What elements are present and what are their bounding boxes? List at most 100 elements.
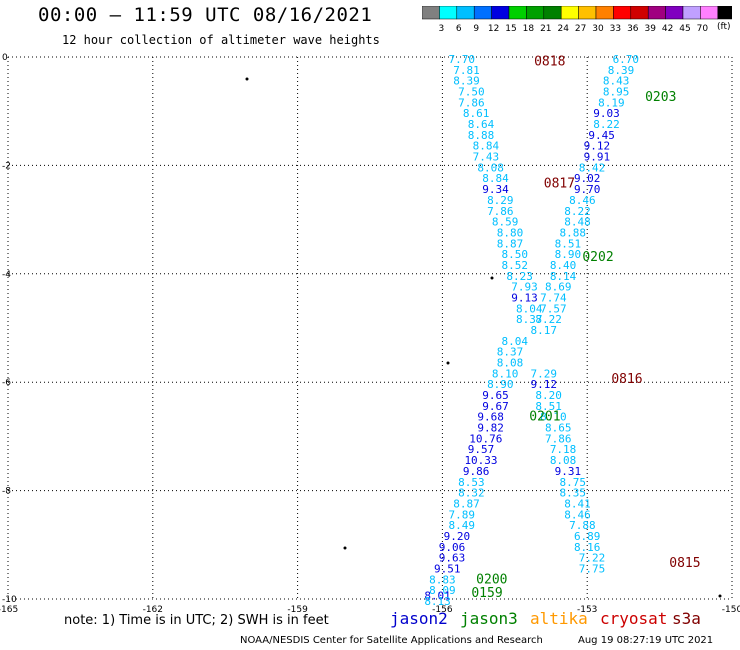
- data-point-label: 8.80: [497, 226, 524, 239]
- data-point-label: 7.29: [531, 367, 558, 380]
- data-point-label: 8.29: [487, 194, 514, 207]
- data-point-label: 7.81: [453, 64, 480, 77]
- data-point-label: 8.95: [603, 86, 630, 99]
- colorbar-label: 24: [557, 24, 569, 34]
- colorbar-label: 6: [456, 24, 462, 34]
- data-point-label: 8.51: [535, 400, 562, 413]
- data-point-label: 8.90: [487, 378, 514, 391]
- x-tick-label: -153: [577, 605, 597, 615]
- colorbar-label: 42: [662, 24, 673, 34]
- colorbar-label: 45: [679, 24, 690, 34]
- data-point-label: 10.76: [469, 432, 502, 445]
- island-mark: [490, 276, 494, 280]
- data-point-label: 8.17: [531, 324, 558, 337]
- data-point-label: 7.57: [540, 302, 567, 315]
- pass-time-label: 0818: [534, 55, 565, 70]
- x-tick-label: -150: [722, 605, 740, 615]
- legend-jason2: jason2: [390, 609, 448, 628]
- data-point-label: 8.88: [468, 129, 495, 142]
- data-point-label: 8.14: [550, 270, 577, 283]
- data-point-label: 7.43: [473, 151, 500, 164]
- colorbar-label: 12: [488, 24, 499, 34]
- data-point-label: 10.33: [464, 454, 497, 467]
- legend-cryosat: cryosat: [600, 609, 668, 628]
- data-point-label: 8.35: [559, 487, 586, 500]
- data-point-label: 8.51: [555, 237, 582, 250]
- data-point-label: 9.68: [477, 411, 504, 424]
- colorbar-label: 33: [610, 24, 621, 34]
- pass-time-label: 0159: [471, 586, 502, 601]
- y-tick-label: -6: [2, 378, 11, 388]
- data-point-label: 8.10: [492, 367, 519, 380]
- island-mark: [446, 361, 450, 365]
- pass-time-label: 0817: [544, 177, 575, 192]
- footer-note: note: 1) Time is in UTC; 2) SWH is in fe…: [64, 613, 329, 628]
- data-point-label: 8.52: [502, 259, 529, 272]
- chart-subtitle: 12 hour collection of altimeter wave hei…: [62, 33, 380, 47]
- data-point-label: 7.88: [569, 519, 596, 532]
- data-point-label: 8.49: [448, 519, 475, 532]
- data-point-label: 8.65: [545, 422, 572, 435]
- y-tick-label: -10: [2, 595, 17, 605]
- data-point-label: 8.01: [424, 590, 451, 603]
- data-point-label: 8.40: [550, 259, 577, 272]
- data-point-label: 8.09: [429, 584, 456, 597]
- data-point-label: 6.89: [574, 530, 601, 543]
- data-point-label: 8.50: [502, 248, 529, 261]
- x-tick-label: -156: [432, 605, 453, 615]
- data-point-label: 9.91: [584, 151, 611, 164]
- data-point-label: 7.18: [550, 443, 577, 456]
- data-point-label: 8.23: [506, 270, 533, 283]
- data-point-label: 9.02: [574, 172, 601, 185]
- data-point-label: 8.53: [458, 476, 485, 489]
- colorbar-label: 15: [505, 24, 516, 34]
- data-point-label: 8.32: [458, 487, 485, 500]
- data-point-label: 9.03: [593, 107, 620, 120]
- data-point-label: 9.20: [444, 530, 471, 543]
- data-point-label: 8.39: [453, 75, 480, 88]
- data-point-label: 8.19: [598, 96, 625, 109]
- data-point-label: 9.86: [463, 465, 490, 478]
- colorbar-label: 21: [540, 24, 551, 34]
- data-point-label: 8.08: [477, 161, 504, 174]
- data-point-label: 9.67: [482, 400, 509, 413]
- colorbar-label: 70: [697, 24, 709, 34]
- data-point-label: 7.22: [579, 552, 606, 565]
- y-tick-label: -4: [2, 270, 11, 280]
- data-point-label: 9.12: [584, 140, 611, 153]
- data-point-label: 8.16: [574, 541, 601, 554]
- data-point-label: 7.89: [448, 508, 475, 521]
- data-point-label: 7.70: [448, 53, 475, 66]
- data-point-label: 8.61: [463, 107, 490, 120]
- data-point-label: 9.45: [588, 129, 615, 142]
- data-point-label: 9.70: [574, 183, 601, 196]
- x-tick-label: -162: [143, 605, 163, 615]
- colorbar-label: 30: [592, 24, 604, 34]
- data-point-label: 8.59: [492, 216, 519, 229]
- data-point-label: 7.86: [545, 432, 572, 445]
- data-point-label: 8.46: [564, 508, 591, 521]
- data-point-label: 8.04: [502, 335, 529, 348]
- island-mark: [343, 546, 347, 550]
- legend-jason3: jason3: [460, 609, 518, 628]
- colorbar-label: 9: [473, 24, 479, 34]
- x-tick-label: -165: [0, 605, 18, 615]
- data-point-label: 9.65: [482, 389, 509, 402]
- x-tick-label: -159: [287, 605, 308, 615]
- data-point-label: 7.93: [511, 281, 538, 294]
- island-mark: [245, 77, 249, 81]
- data-point-label: 8.88: [559, 226, 586, 239]
- data-point-label: 8.43: [603, 75, 630, 88]
- y-tick-label: 0: [2, 53, 8, 63]
- data-point-label: 8.87: [497, 237, 524, 250]
- data-point-label: 8.22: [535, 313, 562, 326]
- timestamp: Aug 19 08:27:19 UTC 2021: [578, 635, 714, 646]
- data-point-label: 8.83: [429, 573, 456, 586]
- colorbar-label: 27: [575, 24, 586, 34]
- colorbar: 3 6 9 12 15 18 21 24 27 30 33 36 39 42 45 70: [422, 6, 732, 34]
- data-point-label: 8.08: [550, 454, 577, 467]
- colorbar-label: 18: [523, 24, 535, 34]
- data-point-label: 8.04: [516, 302, 543, 315]
- pass-time-label: 0815: [669, 556, 700, 571]
- legend-s3a: s3a: [672, 609, 701, 628]
